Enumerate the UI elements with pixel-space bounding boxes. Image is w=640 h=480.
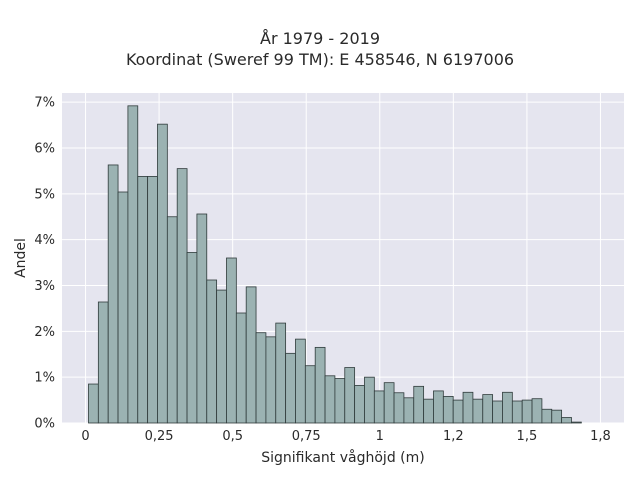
histogram-bar [206, 279, 218, 424]
histogram-bar [502, 391, 513, 424]
histogram-bar [561, 417, 572, 424]
chart-title-block: År 1979 - 2019 Koordinat (Sweref 99 TM):… [0, 28, 640, 70]
histogram-bar [354, 385, 365, 424]
histogram-bar [403, 397, 415, 424]
histogram-bar [176, 168, 188, 424]
histogram-bar [521, 399, 533, 424]
histogram-bar [492, 400, 503, 424]
histogram-bar [442, 396, 454, 424]
histogram-bar [186, 252, 198, 424]
histogram-bar [216, 289, 227, 424]
histogram-bar [472, 398, 484, 424]
histogram-bar [147, 176, 158, 424]
y-axis-label: Andel [13, 238, 29, 278]
x-tick-label: 1,8 [590, 429, 611, 444]
y-tick-label: 1% [34, 371, 55, 386]
x-tick-label: 0,75 [292, 429, 321, 444]
histogram-bar [107, 164, 119, 424]
x-tick-label: 1 [376, 429, 384, 444]
histogram-bar [255, 332, 267, 424]
x-axis-label: Signifikant våghöjd (m) [261, 449, 424, 466]
histogram-bar [314, 346, 326, 424]
histogram-bar [157, 123, 168, 424]
y-axis-ticks: 0% 1% 2% 3% 4% 5% 6% 7% [34, 96, 55, 432]
x-tick-label: 0,25 [145, 429, 174, 444]
histogram-bar [304, 365, 316, 424]
histogram-bar [373, 390, 385, 424]
histogram-bar [166, 216, 178, 424]
histogram-bar [383, 382, 395, 424]
histogram-bar [117, 191, 129, 424]
x-tick-label: 0 [81, 429, 89, 444]
histogram-bar [433, 390, 444, 424]
histogram-bar [127, 105, 139, 424]
x-axis-ticks: 0 0,25 0,5 0,75 1 1,2 1,5 1,8 [81, 429, 610, 444]
y-tick-label: 3% [34, 279, 55, 294]
histogram-bar [571, 421, 582, 424]
histogram-bar [551, 409, 563, 424]
histogram-bar [285, 352, 296, 424]
histogram-bar [324, 375, 336, 424]
x-tick-label: 1,2 [443, 429, 464, 444]
histogram-bar [196, 213, 208, 424]
histogram-bar [265, 336, 277, 424]
histogram-bar [531, 398, 543, 424]
y-tick-label: 2% [34, 325, 55, 340]
histogram-bar [226, 257, 237, 424]
histogram-bar [275, 322, 287, 424]
histogram-bar [511, 400, 523, 424]
bars [88, 105, 582, 424]
histogram-bar [137, 176, 149, 424]
chart-title: År 1979 - 2019 [260, 29, 380, 48]
y-tick-label: 7% [34, 96, 55, 111]
histogram-bar [88, 383, 99, 424]
histogram-bar [541, 408, 553, 424]
histogram-bar [413, 385, 425, 424]
histogram-bar [97, 301, 109, 424]
y-tick-label: 0% [34, 417, 55, 432]
y-tick-label: 5% [34, 187, 55, 202]
x-tick-label: 0,5 [222, 429, 243, 444]
histogram-bar [452, 399, 464, 424]
histogram-bar [235, 312, 247, 424]
histogram-bar [482, 394, 494, 424]
histogram-bar [334, 378, 346, 424]
histogram-bar [393, 392, 405, 424]
chart-subtitle: Koordinat (Sweref 99 TM): E 458546, N 61… [125, 50, 515, 69]
y-tick-label: 4% [34, 233, 55, 248]
x-tick-label: 1,5 [517, 429, 538, 444]
histogram-bar [423, 398, 434, 424]
histogram-bar [295, 338, 306, 424]
histogram-bar [245, 286, 257, 424]
histogram-bar [462, 391, 474, 424]
histogram-bar [364, 376, 375, 424]
histogram-bar [344, 367, 356, 424]
y-tick-label: 6% [34, 142, 55, 157]
